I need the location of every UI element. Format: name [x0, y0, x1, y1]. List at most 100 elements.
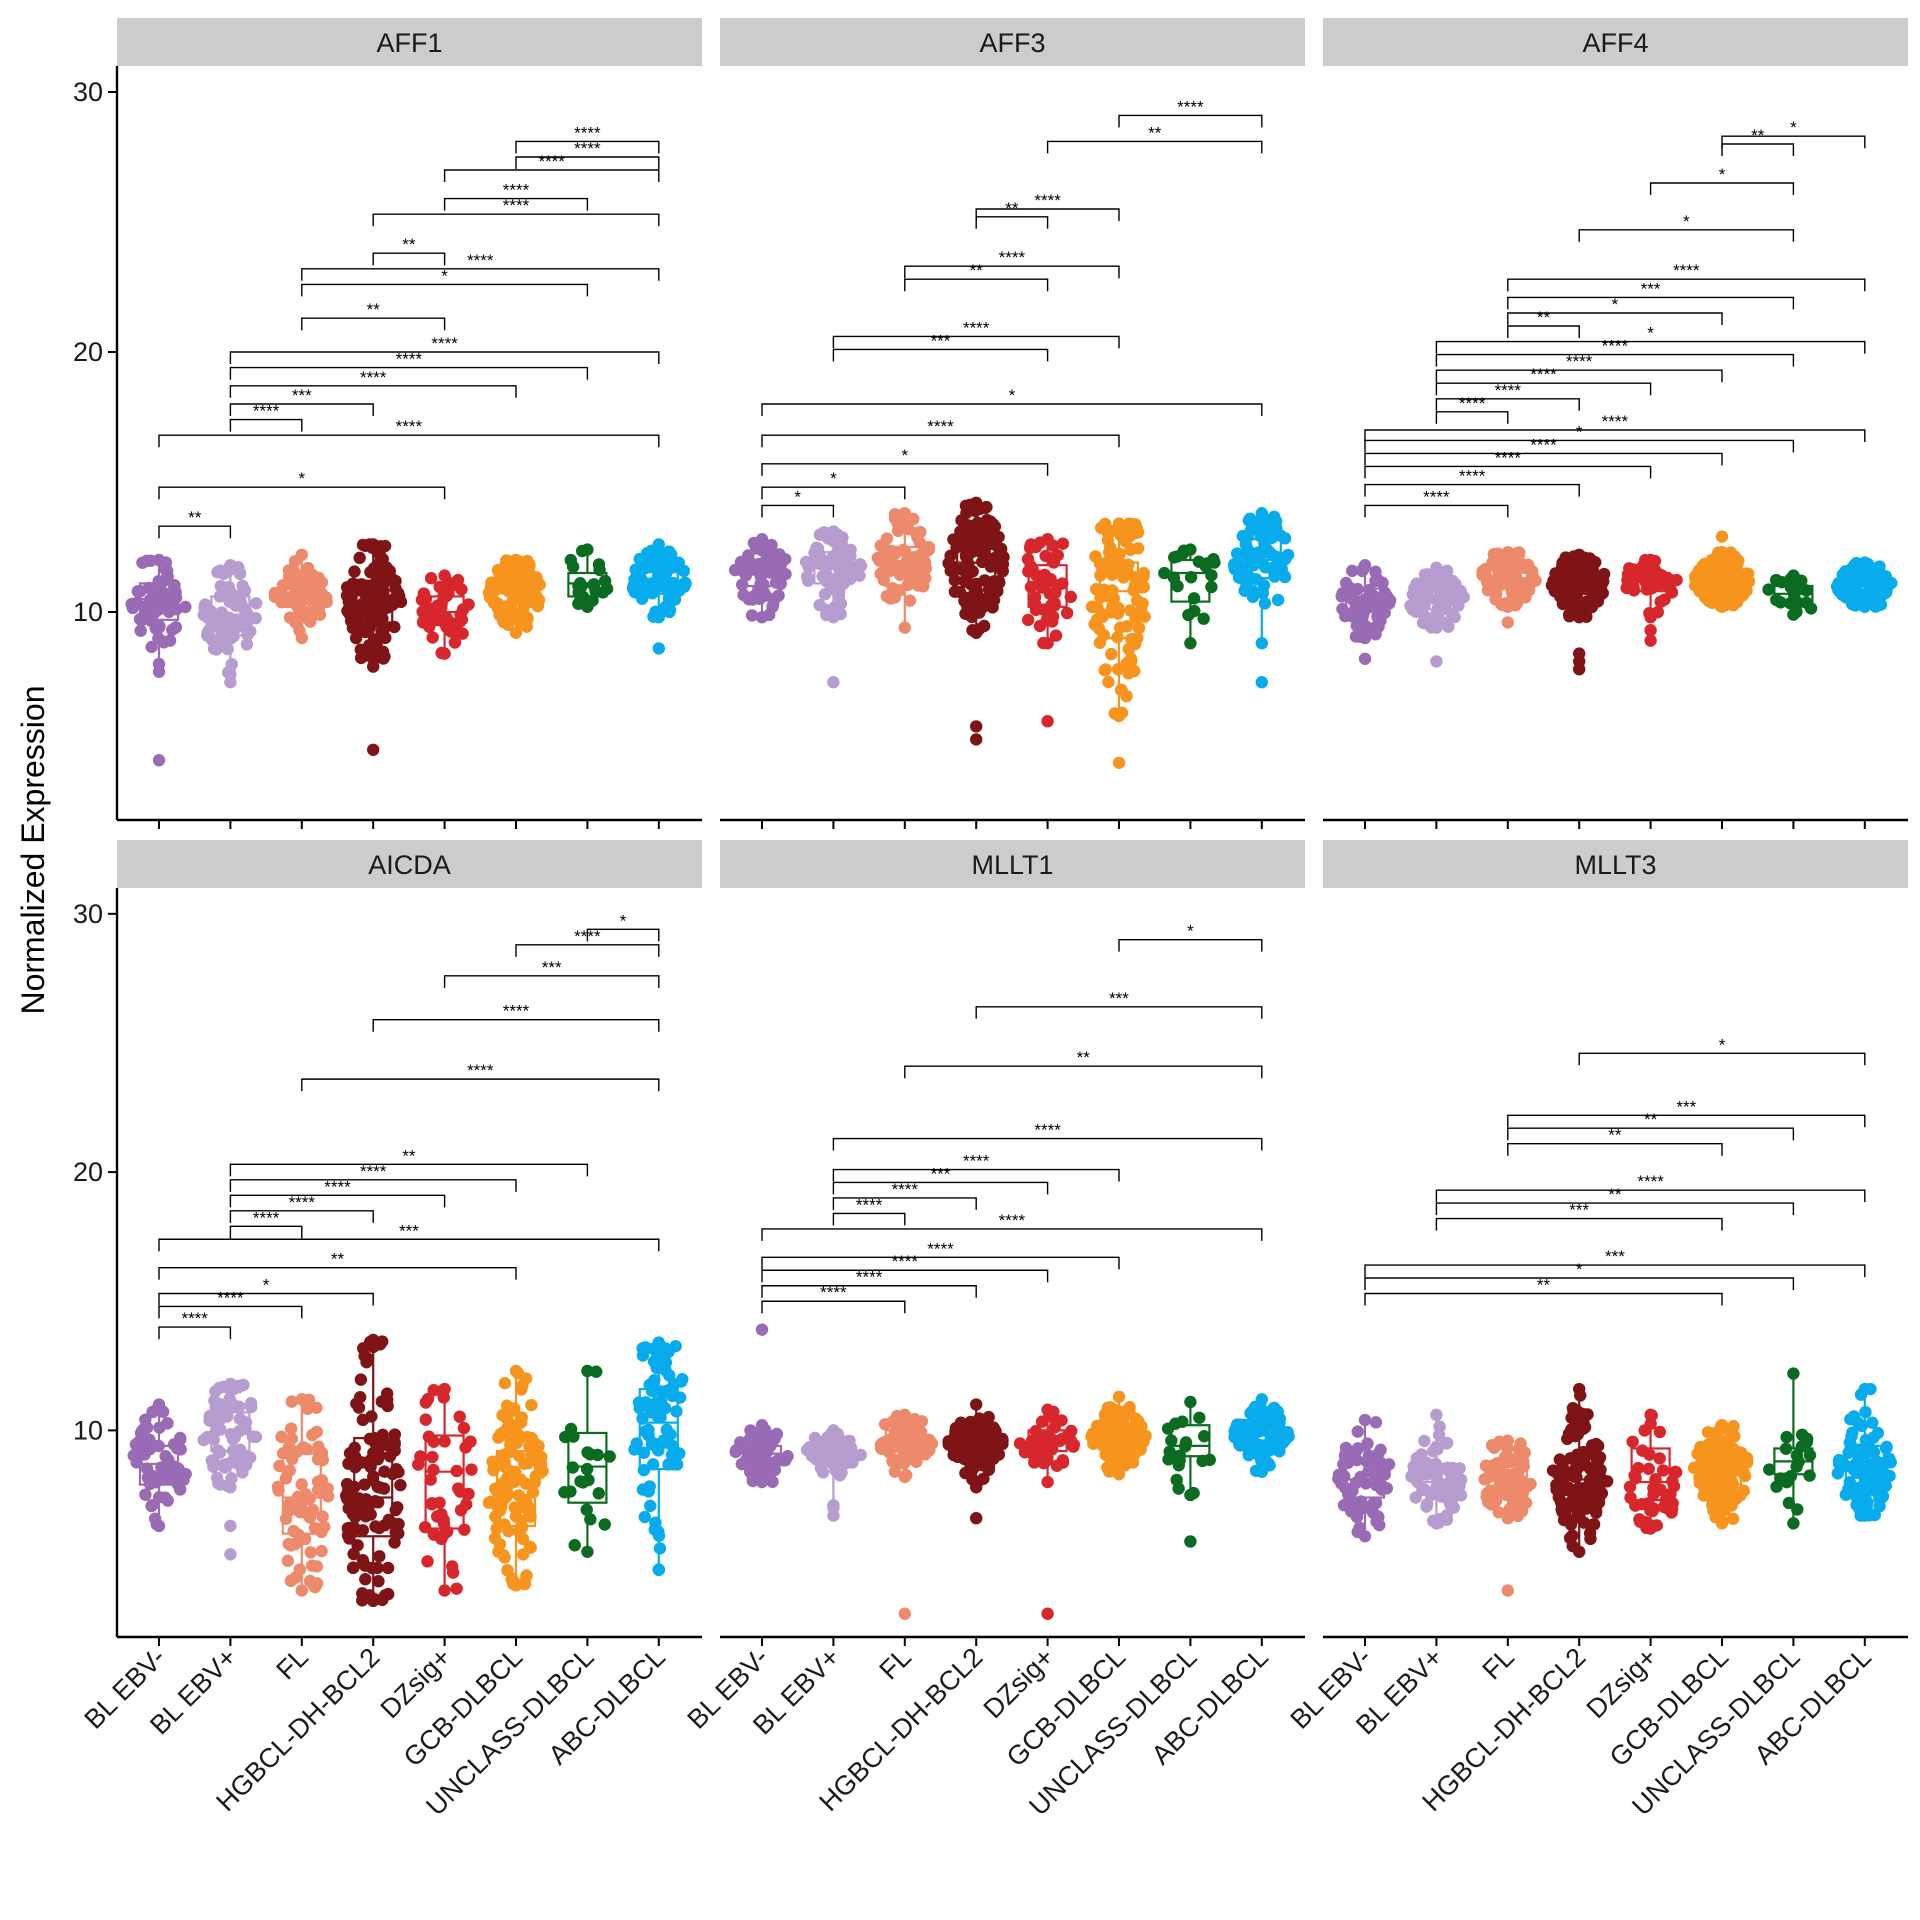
data-point	[1121, 1408, 1134, 1421]
data-point	[1803, 1449, 1817, 1462]
data-point	[566, 560, 580, 573]
data-point	[1795, 1428, 1809, 1442]
data-point	[448, 578, 462, 592]
data-point	[1111, 663, 1125, 676]
data-point	[1374, 614, 1387, 627]
significance-label: **	[402, 1146, 416, 1165]
group-1	[800, 1424, 867, 1522]
data-point	[1879, 1442, 1893, 1455]
data-point	[353, 1391, 367, 1404]
data-point	[836, 1446, 849, 1460]
significance-label: ****	[963, 1152, 990, 1171]
data-point	[289, 1571, 302, 1584]
significance-bracket	[301, 283, 589, 297]
data-point	[1719, 557, 1732, 570]
data-point	[378, 539, 392, 553]
data-point	[659, 1356, 673, 1369]
data-point	[744, 1424, 757, 1437]
data-point	[745, 609, 759, 622]
data-point	[1565, 1411, 1578, 1425]
data-point	[1138, 610, 1151, 623]
data-point	[1700, 591, 1714, 605]
data-point	[515, 593, 528, 607]
data-point	[1246, 590, 1260, 604]
significance-label: ****	[1034, 191, 1061, 210]
data-point	[1255, 507, 1269, 520]
data-point	[211, 566, 224, 579]
data-point	[160, 564, 174, 577]
data-point	[509, 1364, 523, 1378]
data-point	[1715, 546, 1729, 559]
data-point	[1337, 1458, 1350, 1471]
data-point	[995, 564, 1009, 577]
significance-label: *	[1790, 118, 1797, 137]
data-point	[381, 1561, 395, 1575]
data-point	[898, 621, 911, 634]
x-tick-label: FL	[874, 1642, 917, 1685]
data-point	[1512, 547, 1526, 560]
data-point	[1690, 574, 1704, 588]
data-point	[414, 1450, 427, 1463]
outlier-point	[827, 676, 840, 689]
data-point	[351, 1539, 364, 1552]
significance-bracket	[1435, 1217, 1723, 1231]
data-point	[1051, 549, 1064, 562]
group-0	[127, 1398, 192, 1533]
data-point	[225, 658, 238, 671]
y-axis-title: Normalized Expression	[15, 685, 51, 1014]
data-point	[1701, 1426, 1715, 1439]
data-point	[320, 595, 333, 609]
significance-bracket	[1435, 340, 1866, 354]
data-point	[1547, 574, 1560, 587]
data-point	[440, 1525, 454, 1538]
significance-bracket	[904, 265, 1120, 279]
significance-bracket	[1507, 278, 1866, 292]
significance-bracket	[1649, 182, 1795, 195]
outlier-point	[1255, 676, 1269, 689]
data-point	[628, 1443, 641, 1456]
group-3	[1546, 1382, 1614, 1558]
significance-bracket	[515, 944, 660, 957]
data-point	[1644, 1500, 1657, 1514]
data-point	[1370, 1510, 1384, 1524]
data-point	[1644, 1522, 1657, 1535]
data-point	[1045, 599, 1058, 612]
data-point	[1115, 683, 1128, 697]
data-point	[1872, 598, 1886, 612]
data-point	[484, 1495, 497, 1509]
group-4	[415, 569, 475, 660]
data-point	[1205, 580, 1218, 594]
data-point	[1358, 1413, 1372, 1427]
data-point	[1859, 1405, 1872, 1419]
significance-bracket	[158, 486, 446, 500]
data-point	[1255, 1465, 1269, 1478]
significance-label: ***	[931, 1164, 951, 1183]
significance-bracket	[229, 385, 517, 398]
data-point	[362, 579, 375, 593]
outlier-point	[1041, 1607, 1054, 1620]
data-point	[145, 1499, 158, 1513]
significance-bracket	[229, 1163, 589, 1177]
data-point	[140, 554, 154, 568]
data-point	[1555, 1471, 1569, 1484]
data-point	[1509, 585, 1522, 598]
significance-bracket	[372, 1019, 660, 1032]
significance-bracket	[832, 1181, 1049, 1195]
data-point	[970, 1398, 983, 1411]
data-point	[509, 1579, 523, 1592]
data-point	[1271, 593, 1285, 607]
data-point	[1430, 1408, 1443, 1422]
significance-label: *	[1009, 386, 1016, 405]
significance-label: *	[1576, 1260, 1583, 1279]
data-point	[760, 1454, 774, 1468]
data-point	[1665, 1506, 1678, 1519]
data-point	[1577, 1516, 1591, 1529]
facet-strip	[117, 840, 702, 888]
data-point	[1440, 564, 1454, 578]
data-point	[1500, 559, 1513, 572]
data-point	[1358, 559, 1372, 572]
data-point	[1451, 1477, 1464, 1490]
data-point	[1254, 1445, 1268, 1458]
data-point	[1184, 543, 1197, 556]
data-point	[1128, 637, 1142, 651]
